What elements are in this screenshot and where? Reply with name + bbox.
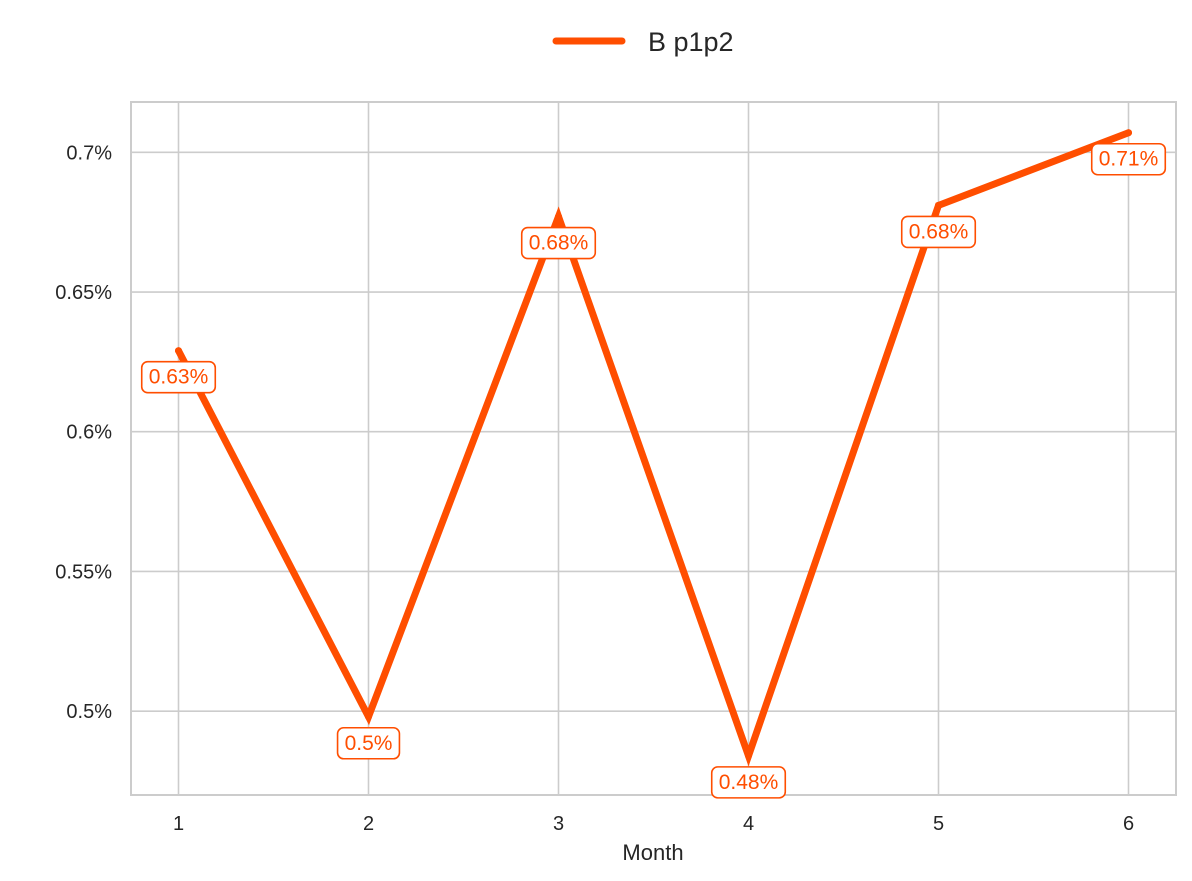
data-label-text: 0.5% [345,732,393,755]
data-label-box [1090,142,1167,176]
x-tick-label: 2 [363,813,374,835]
x-tick-label: 4 [743,813,754,835]
data-point [935,201,942,209]
y-tick-label: 0.7% [66,142,112,164]
x-axis-label: Month [622,840,683,865]
data-label-box [140,360,217,394]
data-label-box [900,215,977,249]
y-tick-label: 0.5% [66,701,112,723]
y-tick-label: 0.6% [66,422,112,444]
data-label: 0.68% [520,226,597,260]
data-point [745,752,752,760]
data-label: 0.63% [140,360,217,394]
data-label-text: 0.68% [529,232,589,255]
data-point [1125,129,1132,137]
x-tick-label: 3 [553,813,564,835]
data-label-text: 0.71% [1099,148,1159,171]
series-layer [175,129,1132,767]
data-point [365,713,372,721]
series-line [175,129,1132,767]
data-point [555,213,562,221]
data-label: 0.48% [710,766,787,799]
x-tick-label: 6 [1123,813,1134,835]
y-tick-label: 0.55% [55,561,112,583]
plot-frame [130,101,1177,796]
data-label-box [520,226,597,260]
x-tick-labels: 1 2 3 4 5 6 [173,813,1134,835]
y-tick-labels: 0.5% 0.55% 0.6% 0.65% 0.7% [55,142,112,723]
x-tick-label: 5 [933,813,944,835]
data-label: 0.68% [900,215,977,249]
data-point [175,347,182,355]
data-label-text: 0.63% [149,366,209,389]
data-label: 0.5% [336,726,401,760]
data-label: 0.71% [1090,142,1167,176]
data-label-text: 0.68% [909,220,969,243]
data-label-box [336,726,401,760]
plot-area [131,102,1176,795]
data-labels-layer: 0.63% 0.5% 0.68% 0.48% 0.68% 0.71% [140,142,1167,799]
x-tick-label: 1 [173,813,184,835]
y-gridlines [131,151,1176,712]
legend: B p1p2 [552,27,734,57]
data-label-text: 0.48% [719,771,779,794]
legend-label: B p1p2 [648,27,734,57]
y-tick-label: 0.65% [55,282,112,304]
data-label-box [710,766,787,799]
